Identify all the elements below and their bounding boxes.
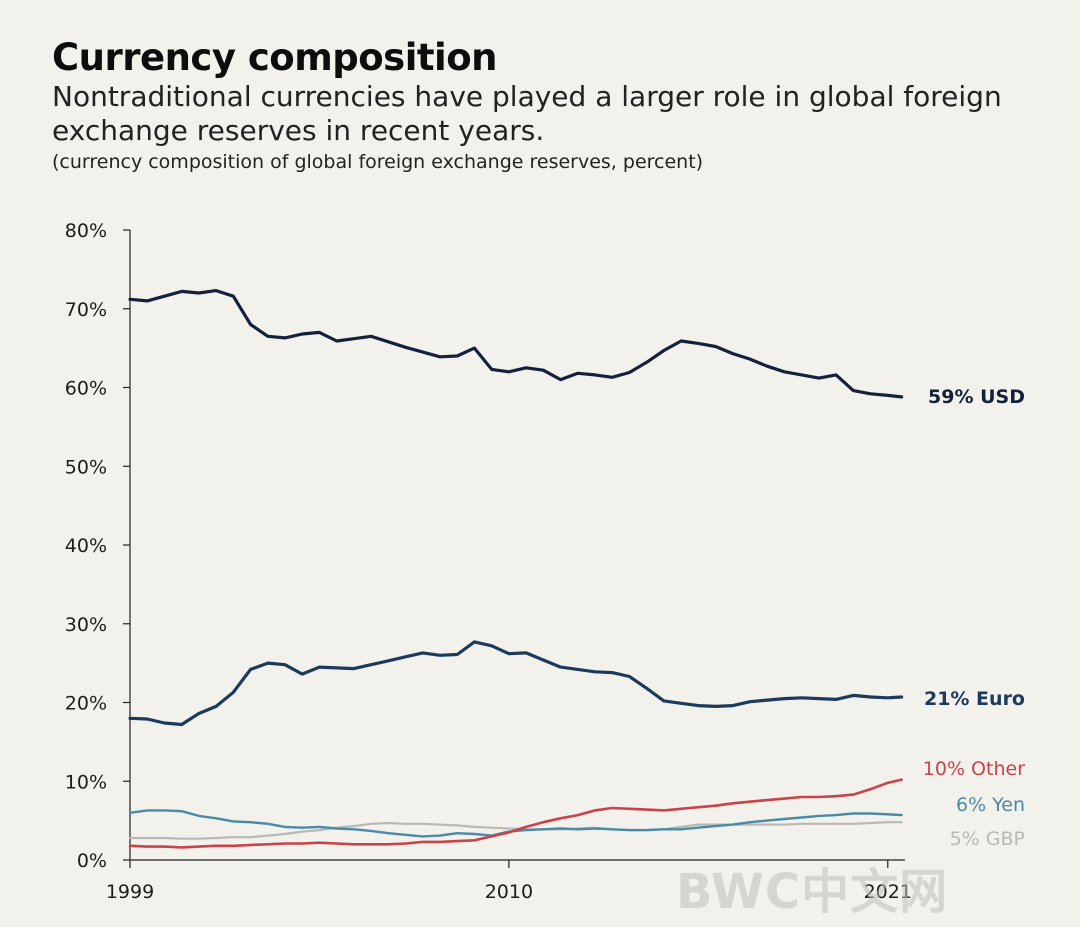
- x-tick-label: 1999: [106, 881, 154, 903]
- series-line-yen: [128, 809, 903, 838]
- y-tick-label: 10%: [65, 771, 107, 793]
- chart-note: (currency composition of global foreign …: [52, 151, 704, 173]
- series-end-label: 6% Yen: [956, 794, 1025, 816]
- series-end-label: 10% Other: [923, 758, 1025, 780]
- y-tick-label: 20%: [65, 693, 107, 715]
- chart-axes: 0% 10% 20% 30% 40% 50% 60% 70% 80% 1999 2010 2021: [65, 220, 912, 903]
- series-end-label: 59% USD: [928, 386, 1025, 408]
- chart-end-labels: 59% USD 21% Euro 10% Other 6% Yen 5% GBP: [923, 386, 1025, 850]
- y-tick-label: 70%: [65, 299, 107, 321]
- y-tick-label: 0%: [77, 850, 107, 872]
- y-tick-label: 50%: [65, 456, 107, 478]
- y-tick-label: 30%: [65, 614, 107, 636]
- series-line-usd: [128, 289, 904, 399]
- x-tick-label: 2021: [864, 881, 912, 903]
- chart-subtitle: Nontraditional currencies have played a …: [52, 80, 1002, 147]
- y-tick-label: 80%: [65, 220, 107, 242]
- y-tick-label: 60%: [65, 378, 107, 400]
- series-line-euro: [128, 640, 904, 727]
- y-tick-label: 40%: [65, 535, 107, 557]
- watermark: BWC中文网: [676, 864, 949, 920]
- x-tick-label: 2010: [485, 881, 533, 903]
- chart-series: [128, 289, 904, 849]
- series-end-label: 5% GBP: [950, 828, 1025, 850]
- series-end-label: 21% Euro: [924, 688, 1025, 710]
- series-line-other: [128, 778, 903, 849]
- chart-title: Currency composition: [52, 36, 498, 79]
